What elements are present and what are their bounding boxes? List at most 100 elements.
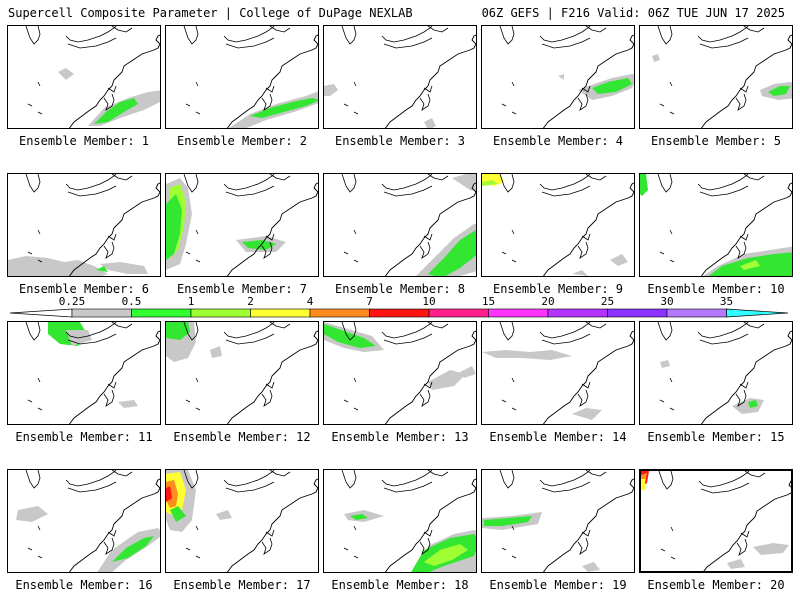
ensemble-map-panel [639,173,793,277]
map-border-mark [195,525,199,531]
scp-contour-fill [350,514,368,520]
great-lakes-outline [223,470,275,487]
map-border-mark [37,377,41,383]
great-lakes-outline [225,481,275,493]
scp-contour-fill [660,360,670,368]
colorbar-segment [131,308,192,318]
colorbar-tick-label: 25 [600,295,615,308]
ensemble-member-label: Ensemble Member: 19 [489,578,627,592]
great-lakes-outline [381,470,433,487]
great-lakes-outline [341,174,357,193]
map-border-mark [37,525,41,531]
colorbar-segment [547,308,608,318]
coastline [226,34,318,128]
coastline [542,182,634,276]
great-lakes-outline [381,26,433,43]
map-border-mark [185,547,191,551]
coastline [542,330,634,424]
coastline [68,34,160,128]
great-lakes-outline [697,322,749,339]
ensemble-member-label: Ensemble Member: 6 [18,282,150,296]
scp-contour-fill [640,174,648,196]
great-lakes-outline [341,470,357,489]
colorbar-tick-label: 0.25 [58,295,86,308]
great-lakes-outline [427,26,449,33]
coastline-bay [419,529,433,555]
great-lakes-outline [539,26,591,43]
scp-contour-fill [732,398,764,414]
map-border-mark [185,103,191,107]
great-lakes-outline [341,322,357,341]
scp-contour-fill [452,174,476,192]
great-lakes-outline [225,333,275,345]
great-lakes-outline [541,185,591,197]
great-lakes-outline [381,174,433,191]
great-lakes-outline [697,26,749,43]
great-lakes-outline [65,26,117,43]
scp-contour-fill [210,346,222,358]
great-lakes-outline [539,470,591,487]
ensemble-member-label: Ensemble Member: 5 [650,134,782,148]
scp-contour-fill [558,74,564,80]
great-lakes-outline [539,174,591,191]
map-border-mark [195,111,201,115]
colorbar-segment [666,308,727,318]
map-border-mark [353,555,359,559]
coastline [542,478,634,572]
map-border-mark [511,377,515,383]
great-lakes-outline [67,333,117,345]
great-lakes-outline [25,322,41,341]
map-border-mark [353,111,359,115]
great-lakes-outline [223,26,275,43]
scp-contour-fill [8,256,108,276]
scp-contour-fill [58,68,74,80]
great-lakes-outline [225,37,275,49]
map-border-mark [37,81,41,87]
ensemble-map-panel [323,25,477,129]
great-lakes-outline [657,174,673,193]
map-border-mark [37,111,43,115]
map-canvas [482,322,634,424]
great-lakes-outline [67,481,117,493]
ensemble-map-panel [7,469,161,573]
map-canvas [324,26,476,128]
scp-contour-fill [753,543,789,555]
colorbar-segment [250,308,311,318]
map-border-mark [353,377,357,383]
map-canvas [25,322,160,424]
scp-contour-fill [112,536,154,562]
colorbar-segment [488,308,549,318]
great-lakes-outline [699,37,749,49]
great-lakes-outline [585,174,607,181]
map-canvas [652,26,792,128]
great-lakes-outline [499,26,515,45]
map-canvas [166,174,318,276]
colorbar-segment [607,308,668,318]
coastline-bay [419,85,433,111]
colorbar-tick-label: 4 [306,295,314,308]
map-canvas [482,470,634,572]
great-lakes-outline [111,322,133,329]
scp-contour-fill [482,350,572,360]
map-border-mark [501,547,507,551]
map-border-mark [37,555,43,559]
map-canvas [482,174,634,276]
colorbar-tick-label: 20 [541,295,555,308]
map-border-mark [669,407,675,411]
scp-contour-fill [16,506,48,522]
map-border-mark [343,399,349,403]
ensemble-map-panel [7,173,161,277]
map-border-mark [353,525,357,531]
coastline-bay [577,529,591,555]
ensemble-member-label: Ensemble Member: 11 [15,430,153,444]
scp-contour-fill [428,230,476,276]
ensemble-member-label: Ensemble Member: 14 [489,430,627,444]
map-canvas [641,471,791,571]
great-lakes-outline [183,26,199,45]
great-lakes-outline [65,174,117,191]
great-lakes-outline [657,322,673,341]
map-border-mark [669,81,673,87]
scp-contour-fill [242,240,276,250]
scp-contour-fill [641,479,645,491]
colorbar-graphic [10,308,789,318]
